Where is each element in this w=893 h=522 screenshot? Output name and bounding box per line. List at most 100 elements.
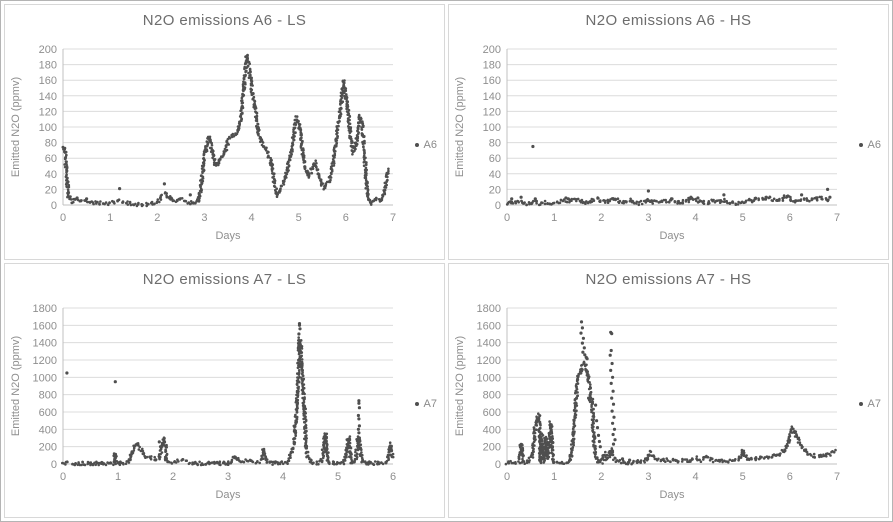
svg-text:1: 1 — [551, 471, 557, 483]
x-tick-labels: 0 1 2 3 4 5 6 — [60, 471, 396, 483]
svg-text:2: 2 — [598, 471, 604, 483]
svg-text:400: 400 — [39, 424, 57, 436]
svg-text:5: 5 — [296, 212, 302, 224]
legend: A7 — [414, 397, 437, 410]
svg-text:200: 200 — [39, 44, 57, 56]
svg-text:0: 0 — [495, 459, 501, 471]
gridlines — [507, 307, 837, 447]
data-points — [61, 53, 390, 208]
svg-text:160: 160 — [483, 75, 501, 87]
svg-text:140: 140 — [39, 91, 57, 103]
svg-text:120: 120 — [39, 106, 57, 118]
svg-text:0: 0 — [60, 212, 66, 224]
data-points — [61, 321, 395, 466]
svg-text:400: 400 — [483, 424, 501, 436]
svg-text:3: 3 — [225, 471, 231, 483]
svg-text:40: 40 — [489, 169, 501, 181]
svg-text:0: 0 — [51, 459, 57, 471]
x-axis-title: Days — [215, 489, 241, 501]
legend: A6 — [858, 139, 881, 151]
x-tick-labels: 0 1 2 3 4 5 6 7 — [60, 212, 396, 224]
gridlines — [507, 48, 837, 190]
chart-plot-a6-hs: 0 20 40 60 80 100 120 140 160 180 200 0 1 2 3 4 5 6 7 Days E… — [454, 44, 840, 242]
chart-title: N2O emissions A7 - HS — [585, 270, 752, 288]
chart-panel-a7-hs: N2O emissions A7 - HS 0 200 400 600 800 1000 1… — [448, 262, 889, 518]
legend-label: A6 — [867, 139, 881, 151]
svg-text:1600: 1600 — [33, 320, 57, 332]
data-points — [505, 144, 832, 207]
svg-text:3: 3 — [645, 471, 651, 483]
svg-text:0: 0 — [60, 471, 66, 483]
svg-text:200: 200 — [483, 441, 501, 453]
svg-text:0: 0 — [495, 200, 501, 212]
y-tick-labels: 0 200 400 600 800 1000 1200 1400 1600 1800 — [477, 303, 501, 471]
svg-text:7: 7 — [834, 212, 840, 224]
svg-text:1: 1 — [115, 471, 121, 483]
chart-panel-a6-ls: N2O emissions A6 - LS 0 20 40 60 80 100 120 140… — [4, 4, 445, 260]
svg-text:40: 40 — [45, 169, 57, 181]
svg-text:180: 180 — [39, 60, 57, 72]
svg-text:1000: 1000 — [33, 372, 57, 384]
svg-text:2: 2 — [170, 471, 176, 483]
chart-plot-a7-hs: 0 200 400 600 800 1000 1200 1400 1600 1800 0 1 2 3 4 5 6… — [454, 303, 840, 501]
svg-text:3: 3 — [645, 212, 651, 224]
svg-text:100: 100 — [483, 122, 501, 134]
svg-text:1: 1 — [107, 212, 113, 224]
chart-panel-a6-hs: N2O emissions A6 - HS 0 20 40 60 80 100 120 140… — [448, 4, 889, 260]
svg-text:0: 0 — [51, 200, 57, 212]
svg-text:180: 180 — [483, 60, 501, 72]
svg-text:1800: 1800 — [33, 303, 57, 315]
svg-text:6: 6 — [787, 212, 793, 224]
legend-marker-icon — [858, 143, 863, 147]
legend-marker-icon — [858, 401, 863, 406]
chart-plot-a7-ls: 0 200 400 600 800 1000 1200 1400 1600 1800 0 1 2 3 4 5 6… — [10, 303, 396, 501]
svg-text:5: 5 — [740, 212, 746, 224]
chart-title: N2O emissions A6 - HS — [585, 12, 752, 29]
chart-title: N2O emissions A6 - LS — [142, 12, 307, 29]
svg-text:800: 800 — [483, 389, 501, 401]
x-axis-title: Days — [659, 230, 685, 242]
svg-text:4: 4 — [693, 471, 699, 483]
svg-text:80: 80 — [45, 138, 57, 150]
chart-plot-a6-ls: 0 20 40 60 80 100 120 140 160 180 200 0 1 2 3 4 5 6 7 Days E… — [10, 44, 396, 242]
svg-text:1000: 1000 — [477, 372, 501, 384]
svg-text:600: 600 — [483, 407, 501, 419]
legend: A7 — [858, 397, 881, 410]
svg-text:1600: 1600 — [477, 320, 501, 332]
y-tick-labels: 0 20 40 60 80 100 120 140 160 180 200 — [483, 44, 501, 212]
svg-text:1400: 1400 — [33, 337, 57, 349]
svg-text:0: 0 — [504, 471, 510, 483]
svg-text:200: 200 — [39, 441, 57, 453]
svg-text:200: 200 — [483, 44, 501, 56]
x-axis-title: Days — [659, 489, 685, 501]
svg-text:4: 4 — [693, 212, 699, 224]
svg-text:5: 5 — [335, 471, 341, 483]
svg-text:6: 6 — [390, 471, 396, 483]
svg-text:2: 2 — [154, 212, 160, 224]
legend-label: A7 — [867, 397, 881, 410]
svg-text:1400: 1400 — [477, 337, 501, 349]
y-axis-title: Emitted N2O (ppmv) — [454, 77, 466, 177]
chart-panel-a7-ls: N2O emissions A7 - LS 0 200 400 600 800 1000 1… — [4, 262, 445, 518]
svg-text:1800: 1800 — [477, 303, 501, 315]
svg-text:600: 600 — [39, 407, 57, 419]
svg-text:3: 3 — [201, 212, 207, 224]
svg-text:4: 4 — [280, 471, 286, 483]
svg-text:80: 80 — [489, 138, 501, 150]
svg-text:800: 800 — [39, 389, 57, 401]
chart-title: N2O emissions A7 - LS — [142, 270, 307, 288]
svg-text:100: 100 — [39, 122, 57, 134]
y-axis-title: Emitted N2O (ppmv) — [10, 335, 22, 435]
x-axis-title: Days — [215, 230, 241, 242]
svg-text:160: 160 — [39, 75, 57, 87]
svg-text:60: 60 — [489, 153, 501, 165]
legend-label: A7 — [423, 397, 437, 410]
y-tick-labels: 0 200 400 600 800 1000 1200 1400 1600 1800 — [33, 303, 57, 471]
x-tick-labels: 0 1 2 3 4 5 6 7 — [504, 212, 840, 224]
x-tick-labels: 0 1 2 3 4 5 6 7 — [504, 471, 840, 483]
gridlines — [63, 48, 393, 190]
svg-text:4: 4 — [249, 212, 255, 224]
y-tick-labels: 0 20 40 60 80 100 120 140 160 180 200 — [39, 44, 57, 212]
svg-text:5: 5 — [740, 471, 746, 483]
